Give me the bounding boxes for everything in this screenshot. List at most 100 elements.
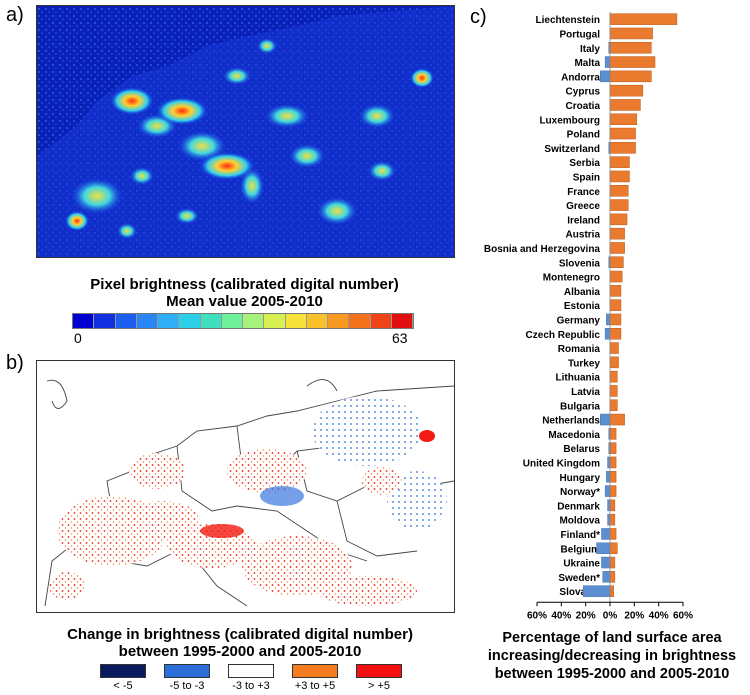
- bar-decrease: [600, 70, 611, 83]
- legend-swatch: [228, 664, 274, 678]
- category-label: Greece: [566, 201, 600, 212]
- bar-increase: [609, 227, 625, 240]
- bar-decrease: [604, 485, 611, 497]
- color-scale-swatch: [158, 314, 180, 328]
- bar-increase: [609, 556, 616, 569]
- bar-increase: [609, 13, 678, 25]
- brightness-change-map: [36, 360, 455, 613]
- color-scale-swatch: [73, 314, 95, 328]
- color-scale-swatch: [391, 314, 413, 328]
- category-label: Denmark: [557, 501, 600, 512]
- legend-swatch: [164, 664, 210, 678]
- bar-increase: [609, 528, 617, 540]
- legend-label: < -5: [113, 680, 133, 692]
- map-b-caption-line2: between 1995-2000 and 2005-2010: [118, 643, 362, 660]
- category-label: United Kingdom: [523, 458, 600, 469]
- category-label: Liechtenstein: [536, 15, 600, 26]
- bar-increase: [609, 428, 617, 440]
- bar-increase: [609, 471, 617, 483]
- category-label: Austria: [566, 230, 601, 241]
- panel-label-b: b): [6, 352, 24, 374]
- map-a-caption: Pixel brightness (calibrated digital num…: [36, 276, 453, 310]
- color-scale-swatch: [179, 314, 201, 328]
- bar-decrease: [604, 328, 611, 340]
- bar-increase: [609, 27, 653, 40]
- brightness-color-scale: [72, 313, 414, 329]
- bar-increase: [609, 299, 622, 311]
- category-label: Italy: [580, 44, 600, 55]
- category-label: Switzerland: [544, 144, 600, 155]
- x-tick-label: 20%: [576, 610, 596, 621]
- category-label: Slovenia: [559, 258, 601, 269]
- bar-increase: [609, 99, 641, 111]
- bar-increase: [609, 571, 616, 583]
- bar-increase: [609, 199, 629, 211]
- category-label: Netherlands: [542, 416, 600, 427]
- color-scale-swatch: [136, 314, 158, 328]
- category-label: Spain: [573, 172, 600, 183]
- category-label: Cyprus: [566, 87, 601, 98]
- legend-label: -5 to -3: [169, 680, 205, 692]
- color-scale-swatch: [115, 314, 137, 328]
- category-label: Portugal: [559, 29, 600, 40]
- bar-increase: [609, 185, 629, 197]
- bar-increase: [609, 370, 618, 383]
- legend-label: > +5: [367, 680, 391, 692]
- color-scale-swatch: [243, 314, 265, 328]
- bar-increase: [609, 56, 656, 68]
- brightness-change-map-image: [44, 379, 454, 607]
- category-label: Croatia: [566, 101, 601, 112]
- color-scale-swatch: [328, 314, 350, 328]
- category-label: Finland*: [561, 530, 601, 541]
- bar-decrease: [596, 542, 611, 554]
- bar-increase: [609, 127, 636, 140]
- bar-decrease: [606, 471, 611, 483]
- legend-label: -3 to +3: [232, 680, 270, 692]
- category-label: Albania: [564, 287, 601, 298]
- color-scale-swatch: [200, 314, 222, 328]
- category-label: Estonia: [564, 301, 601, 312]
- bar-increase: [609, 328, 622, 340]
- category-label: Bosnia and Herzegovina: [484, 244, 601, 255]
- category-label: France: [567, 187, 600, 198]
- color-scale-swatch: [370, 314, 392, 328]
- bar-increase: [609, 213, 628, 226]
- bar-increase: [609, 113, 638, 125]
- bar-increase: [609, 442, 617, 454]
- category-label: Ukraine: [563, 559, 600, 570]
- category-label: Bulgaria: [560, 401, 600, 412]
- scale-max-label: 63: [392, 330, 408, 346]
- bar-increase: [609, 70, 652, 83]
- bar-increase: [609, 142, 636, 154]
- category-label: Poland: [567, 130, 600, 141]
- night-lights-map: [36, 5, 455, 258]
- bar-increase: [609, 242, 625, 254]
- color-scale-swatch: [264, 314, 286, 328]
- bar-increase: [609, 385, 618, 397]
- bar-decrease: [604, 56, 611, 68]
- bar-increase: [609, 356, 619, 369]
- category-label: Slovakia: [559, 587, 600, 598]
- change-legend: < -5 -5 to -3 -3 to +3 +3 to +5 > +5: [100, 664, 420, 694]
- x-tick-label: 0%: [603, 610, 618, 621]
- bar-chart: Liechtenstein Portugal Italy Malta Andorra Cy…: [484, 12, 736, 682]
- category-label: Norway*: [560, 487, 600, 498]
- map-b-caption: Change in brightness (calibrated digital…: [20, 626, 460, 660]
- scale-min-label: 0: [74, 330, 82, 346]
- bar-increase: [609, 456, 617, 469]
- bar-decrease: [606, 313, 611, 326]
- bar-increase: [609, 170, 630, 183]
- color-scale-swatch: [94, 314, 116, 328]
- color-scale-swatch: [306, 314, 328, 328]
- bar-increase: [609, 499, 616, 512]
- color-scale-swatch: [349, 314, 371, 328]
- bar-increase: [609, 542, 618, 554]
- bar-increase: [609, 285, 622, 297]
- category-label: Romania: [558, 344, 601, 355]
- color-scale-swatch: [285, 314, 307, 328]
- category-label: Malta: [574, 58, 600, 69]
- bar-increase: [609, 399, 618, 411]
- category-label: Ireland: [567, 215, 600, 226]
- bar-increase: [609, 84, 644, 97]
- category-label: Lithuania: [556, 373, 601, 384]
